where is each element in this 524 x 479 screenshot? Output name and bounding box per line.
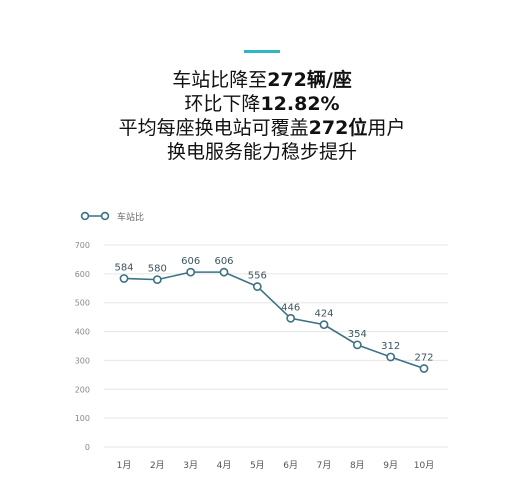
y-tick-label: 700 — [75, 241, 90, 250]
data-label: 424 — [314, 309, 333, 320]
x-tick-label: 1月 — [117, 460, 132, 471]
data-point — [186, 267, 196, 277]
headline-line-3: 平均每座换电站可覆盖272位用户 — [0, 116, 524, 140]
data-label: 446 — [281, 302, 300, 313]
accent-bar — [244, 50, 280, 53]
data-label: 312 — [381, 341, 400, 352]
data-point — [286, 313, 296, 323]
x-tick-label: 2月 — [150, 460, 165, 471]
data-label: 580 — [148, 264, 167, 275]
x-tick-label: 4月 — [217, 460, 232, 471]
data-point — [252, 282, 262, 291]
y-tick-label: 0 — [85, 443, 90, 452]
x-tick-label: 10月 — [414, 460, 434, 471]
headline-line-1: 车站比降至272辆/座 — [0, 68, 524, 92]
headline-line-3-suffix: 用户 — [367, 117, 406, 139]
headline-line-4: 换电服务能力稳步提升 — [0, 140, 524, 164]
data-label: 584 — [114, 262, 133, 273]
data-point — [419, 364, 429, 373]
data-label: 354 — [348, 329, 367, 340]
y-tick-label: 400 — [75, 328, 90, 337]
headline: 车站比降至272辆/座 环比下降12.82% 平均每座换电站可覆盖272位用户 … — [0, 68, 524, 164]
x-tick-label: 8月 — [350, 460, 365, 471]
headline-line-2: 环比下降12.82% — [0, 92, 524, 116]
data-point — [352, 340, 362, 350]
data-label: 606 — [181, 256, 200, 267]
data-label: 556 — [248, 271, 267, 282]
y-tick-label: 100 — [75, 414, 90, 423]
data-point — [219, 267, 229, 277]
x-tick-label: 3月 — [183, 460, 198, 471]
data-point — [386, 352, 396, 362]
legend-marker-right — [100, 211, 110, 221]
legend-marker-left — [80, 211, 90, 221]
data-point — [119, 274, 129, 283]
x-tick-label: 6月 — [283, 460, 298, 471]
data-label: 272 — [414, 353, 433, 364]
headline-line-2-bold: 12.82% — [260, 93, 340, 115]
data-point — [152, 275, 162, 285]
x-tick-label: 5月 — [250, 460, 265, 471]
headline-line-4-text: 换电服务能力稳步提升 — [166, 141, 357, 163]
headline-line-1-bold: 272辆/座 — [267, 69, 352, 91]
y-tick-label: 300 — [75, 356, 90, 365]
headline-line-3-text: 平均每座换电站可覆盖 — [118, 117, 309, 139]
headline-line-1-text: 车站比降至 — [172, 69, 268, 91]
headline-line-3-bold: 272位 — [308, 117, 368, 139]
x-tick-label: 9月 — [383, 460, 398, 471]
headline-line-2-text: 环比下降 — [184, 93, 261, 115]
x-tick-label: 7月 — [317, 460, 332, 471]
data-label: 606 — [214, 256, 233, 267]
y-tick-label: 600 — [75, 270, 90, 279]
y-tick-label: 500 — [75, 299, 90, 308]
data-point — [319, 320, 329, 330]
y-tick-label: 200 — [75, 385, 90, 394]
legend-label: 车站比 — [117, 211, 144, 223]
series-line — [123, 271, 425, 370]
